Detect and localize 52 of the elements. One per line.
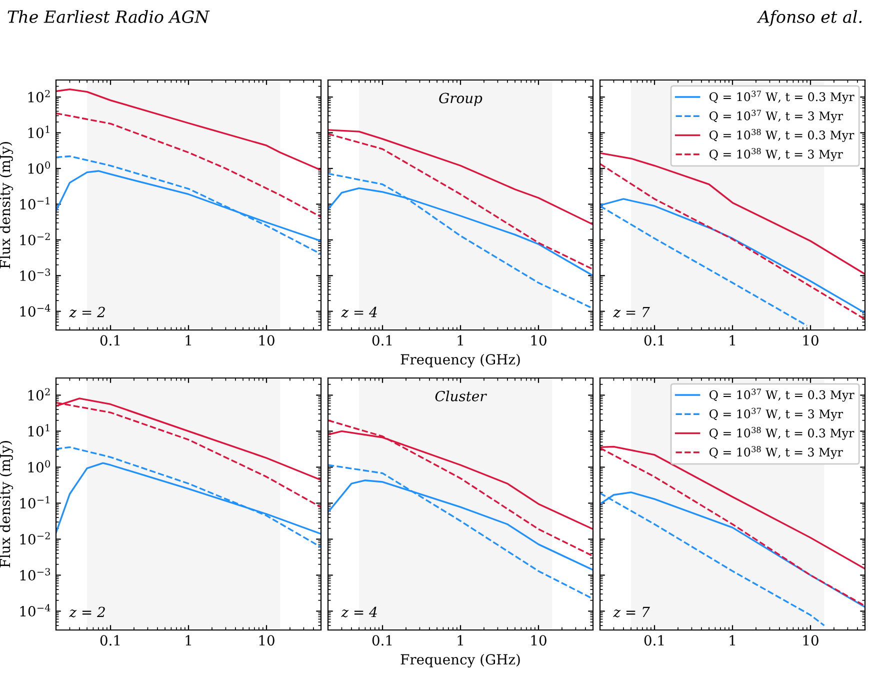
x-tick-label: 10 (259, 335, 274, 346)
text: Group (439, 92, 482, 106)
x-tick-label: 10 (803, 635, 818, 646)
x-axis-title: Frequency (GHz) (400, 354, 520, 368)
annotation: z = 4 (341, 306, 377, 318)
annotation: z = 7 (613, 306, 650, 318)
x-axis-title: Frequency (GHz) (400, 654, 520, 668)
x-tick-label: 10 (259, 635, 274, 646)
y-tick-label: 10$^{1}$ (28, 126, 50, 138)
annotation: z = 7 (613, 606, 650, 618)
x-tick-label: 10 (803, 335, 818, 346)
y-tick-label: 10$^{−3}$ (20, 568, 50, 581)
annotation: z = 2 (69, 306, 105, 318)
legend-label: Q = 10$^{37}$ W, t = 0.3 Myr (709, 388, 854, 402)
y-tick-label: 10$^{−3}$ (20, 268, 50, 281)
y-tick-label: 10$^{−1}$ (20, 197, 50, 210)
y-tick-label: 10$^{−2}$ (20, 532, 50, 545)
x-tick-label: 0.1 (644, 335, 664, 346)
x-tick-label: 10 (531, 335, 546, 346)
y-tick-label: 10$^{−2}$ (20, 232, 50, 246)
y-tick-label: 10$^{0}$ (28, 460, 50, 473)
x-tick-label: 0.1 (644, 635, 664, 646)
text: Afonso et al. (756, 10, 862, 26)
y-tick-label: 10$^{1}$ (28, 424, 50, 437)
legend-label: Q = 10$^{37}$ W, t = 3 Myr (709, 110, 844, 123)
annotation: z = 2 (69, 606, 105, 618)
x-tick-label: 0.1 (100, 635, 120, 646)
legend-label: Q = 10$^{38}$ W, t = 0.3 Myr (709, 128, 854, 142)
x-tick-label: 1 (458, 635, 463, 646)
legend-label: Q = 10$^{38}$ W, t = 3 Myr (709, 148, 843, 162)
x-tick-label: 0.1 (100, 335, 120, 346)
legend-label: Q = 10$^{38}$ W, t = 3 Myr (709, 446, 843, 460)
legend-label: Q = 10$^{37}$ W, t = 0.3 Myr (709, 90, 854, 104)
annotation: z = 4 (341, 606, 377, 618)
y-tick-label: 10$^{2}$ (28, 388, 50, 401)
y-tick-label: 10$^{2}$ (28, 90, 50, 102)
y-tick-label: 10$^{0}$ (28, 161, 50, 174)
legend-label: Q = 10$^{37}$ W, t = 3 Myr (709, 408, 844, 421)
legend-label: Q = 10$^{38}$ W, t = 0.3 Myr (709, 426, 854, 440)
y-tick-label: 10$^{−1}$ (20, 496, 50, 509)
x-tick-label: 1 (730, 335, 735, 346)
x-tick-label: 10 (531, 635, 546, 646)
text: The Earliest Radio AGN (8, 10, 210, 24)
x-tick-label: 1 (730, 635, 735, 646)
x-tick-label: 1 (186, 335, 191, 346)
text: Cluster (435, 390, 487, 402)
x-tick-label: 0.1 (372, 635, 392, 646)
x-tick-label: 1 (458, 335, 463, 346)
x-tick-label: 0.1 (372, 335, 392, 346)
y-tick-label: 10$^{−4}$ (20, 304, 50, 317)
x-tick-label: 1 (186, 635, 191, 646)
y-tick-label: 10$^{−4}$ (20, 604, 50, 617)
